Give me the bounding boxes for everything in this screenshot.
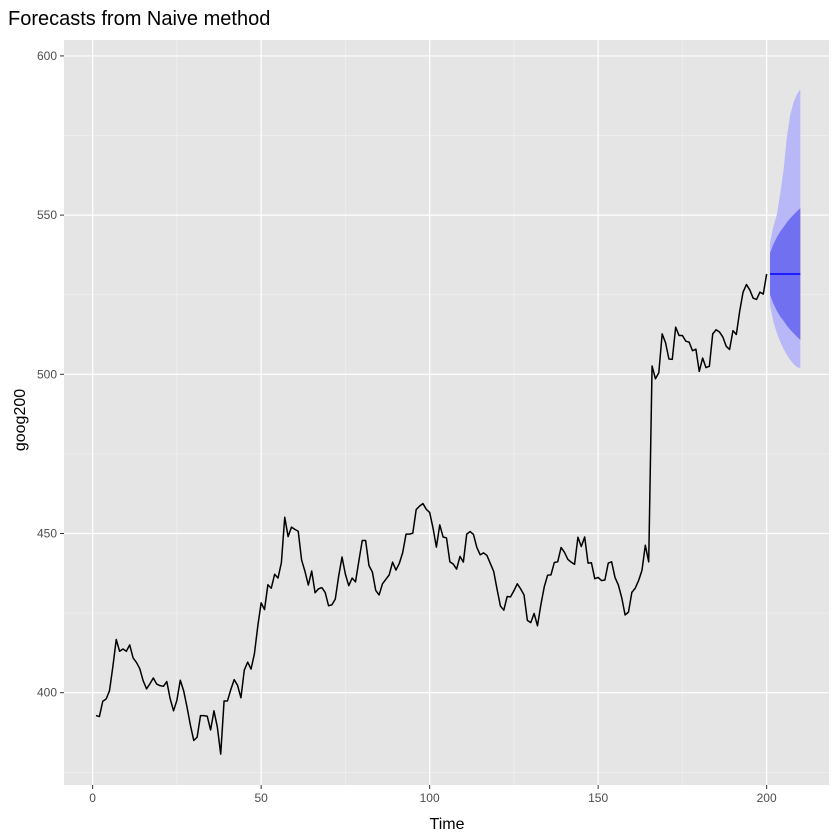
- x-axis: 0 50 100 150 200: [89, 785, 777, 805]
- y-axis-title: goog200: [12, 389, 29, 451]
- x-tick-label: 50: [254, 791, 268, 805]
- x-tick-label: 0: [89, 791, 96, 805]
- x-axis-title: Time: [430, 816, 465, 833]
- y-tick-label: 500: [37, 367, 57, 381]
- y-tick-label: 400: [37, 686, 57, 700]
- minor-gridlines: [64, 40, 829, 785]
- x-tick-label: 200: [757, 791, 777, 805]
- major-gridlines: [64, 40, 829, 785]
- x-tick-label: 100: [420, 791, 440, 805]
- goog200-series-line: [95, 273, 768, 755]
- y-tick-label: 550: [37, 208, 57, 222]
- x-tick-label: 150: [588, 791, 608, 805]
- chart-title: Forecasts from Naive method: [8, 8, 270, 30]
- y-axis: 400 450 500 550 600: [37, 49, 64, 700]
- plot-panel: [64, 40, 829, 785]
- series-lines: [95, 273, 801, 755]
- y-tick-label: 450: [37, 526, 57, 540]
- y-tick-label: 600: [37, 49, 57, 63]
